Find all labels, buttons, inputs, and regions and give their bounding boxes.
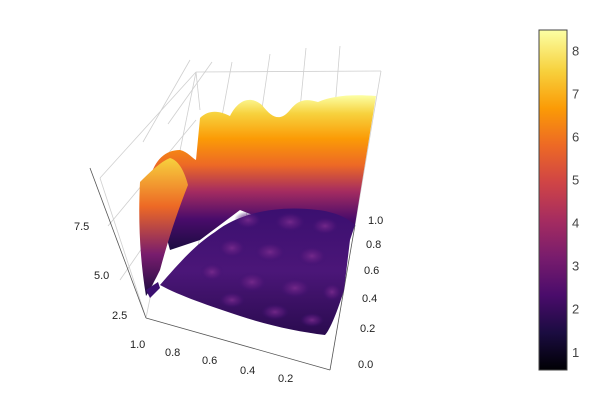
x-tick: 0.4 <box>240 365 255 377</box>
z-axis-ticks: 2.5 5.0 7.5 <box>74 221 127 322</box>
surface-bumps <box>200 211 342 327</box>
colorbar-tick: 6 <box>572 130 579 145</box>
y-tick: 0.8 <box>366 239 381 251</box>
colorbar-tick: 8 <box>572 44 579 59</box>
colorbar-gradient <box>538 29 568 371</box>
surface-front-flat <box>160 208 355 335</box>
colorbar-tick: 7 <box>572 87 579 102</box>
x-tick: 1.0 <box>130 339 145 351</box>
y-tick: 0.2 <box>360 323 375 335</box>
y-tick: 1.0 <box>368 215 383 227</box>
y-tick: 0.0 <box>358 359 373 371</box>
y-axis-ticks: 0.0 0.2 0.4 0.6 0.8 1.0 <box>358 215 383 371</box>
colorbar-tick: 4 <box>572 216 579 231</box>
colorbar-tick: 5 <box>572 173 579 188</box>
x-tick: 0.6 <box>202 355 217 367</box>
z-tick: 5.0 <box>94 270 109 282</box>
x-tick: 0.8 <box>165 347 180 359</box>
axis-lines <box>89 167 356 371</box>
colorbar-tick: 3 <box>572 259 579 274</box>
colorbar-tick: 2 <box>572 302 579 317</box>
surface-left-sliver <box>146 282 160 298</box>
colorbar: 1 2 3 4 5 6 7 8 <box>538 29 579 371</box>
x-tick: 0.2 <box>278 373 293 385</box>
surface-left-fin <box>139 158 188 296</box>
z-tick: 2.5 <box>112 310 127 322</box>
y-tick: 0.4 <box>362 293 377 305</box>
surface <box>139 95 376 335</box>
colorbar-ticks: 1 2 3 4 5 6 7 8 <box>572 44 579 360</box>
x-axis-ticks: 1.0 0.8 0.6 0.4 0.2 <box>130 339 293 385</box>
y-tick: 0.6 <box>364 265 379 277</box>
colorbar-tick: 1 <box>572 345 579 360</box>
z-tick: 7.5 <box>74 221 89 233</box>
